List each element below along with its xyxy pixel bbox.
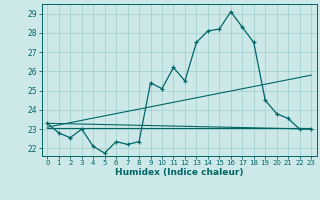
X-axis label: Humidex (Indice chaleur): Humidex (Indice chaleur): [115, 168, 244, 177]
